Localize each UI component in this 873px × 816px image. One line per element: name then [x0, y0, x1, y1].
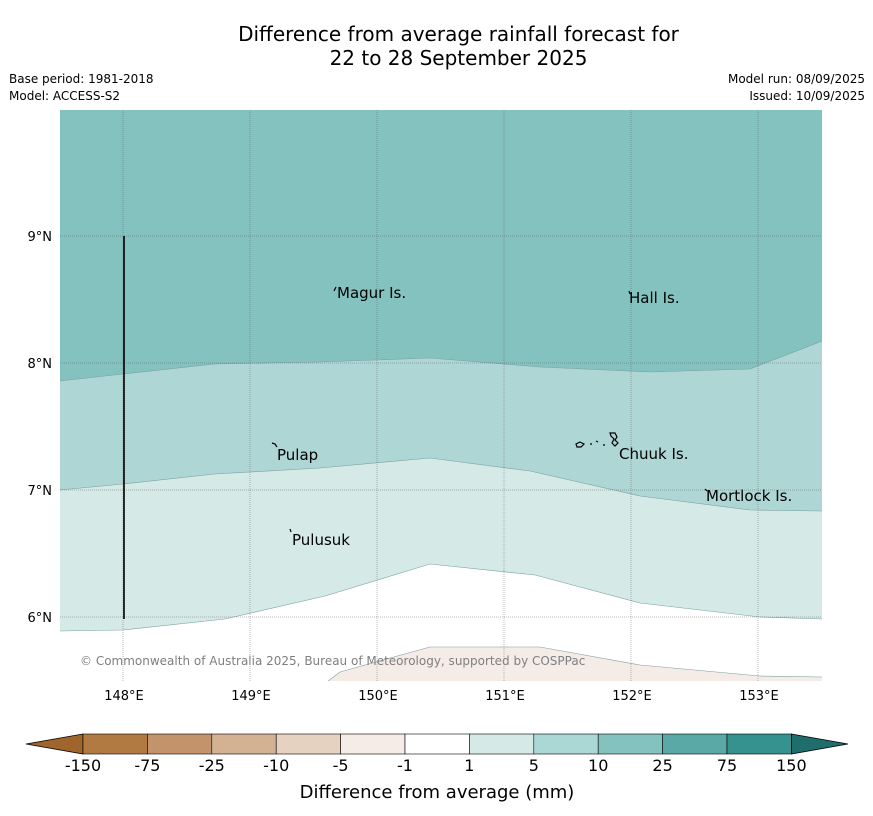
colorbar-swatch	[533, 733, 599, 755]
place-label-mortlock: Mortlock Is.	[706, 487, 792, 505]
lat-tick-7n: 7°N	[28, 484, 53, 499]
colorbar-swatch	[147, 733, 213, 755]
colorbar-swatch	[340, 733, 406, 755]
colorbar-tick-label: 150	[776, 756, 807, 775]
mortlock-island-shape	[704, 488, 708, 492]
colorbar-tick-label: -1	[397, 756, 413, 775]
island-outlines	[271, 286, 708, 533]
map-title: Difference from average rainfall forecas…	[0, 22, 873, 70]
lon-tick-150e: 150°E	[358, 689, 398, 704]
place-label-pulusuk: Pulusuk	[292, 531, 350, 549]
copyright-notice: © Commonwealth of Australia 2025, Bureau…	[80, 654, 585, 668]
chuuk-island-shape	[575, 432, 619, 448]
colorbar-tick-label: 25	[652, 756, 672, 775]
lat-tick-8n: 8°N	[28, 357, 53, 372]
colorbar-swatch	[275, 733, 341, 755]
graticule	[60, 110, 822, 681]
colorbar-tick-label: 5	[529, 756, 539, 775]
colorbar-tick-label: -5	[333, 756, 349, 775]
magur-island-shape	[333, 286, 337, 292]
lat-tick-9n: 9°N	[28, 230, 53, 245]
colorbar-tick-label: -10	[263, 756, 289, 775]
map-panel: Magur Is. Hall Is. Pulap Chuuk Is. Mortl…	[60, 110, 822, 681]
colorbar-tick-label: -150	[65, 756, 101, 775]
colorbar-extend-high	[791, 733, 849, 755]
pulap-island-shape	[271, 442, 278, 448]
colorbar-swatch	[469, 733, 535, 755]
colorbar-tick-label: 1	[464, 756, 474, 775]
place-label-magur: Magur Is.	[337, 284, 406, 302]
issued-date: Issued: 10/09/2025	[749, 89, 865, 103]
lon-tick-151e: 151°E	[485, 689, 525, 704]
model-run: Model run: 08/09/2025	[727, 72, 865, 86]
colorbar	[25, 733, 849, 755]
colorbar-tick-label: 75	[717, 756, 737, 775]
rain-zone-neutral	[60, 564, 822, 681]
lon-tick-149e: 149°E	[231, 689, 271, 704]
pulusuk-island-shape	[289, 528, 292, 533]
colorbar-title: Difference from average (mm)	[300, 782, 575, 803]
place-label-pulap: Pulap	[277, 446, 318, 464]
colorbar-swatch	[82, 733, 148, 755]
meta-right: Model run: 08/09/2025 Issued: 10/09/2025	[728, 71, 865, 105]
colorbar-swatch	[662, 733, 728, 755]
colorbar-tick-label: -25	[199, 756, 225, 775]
rain-zone-minus-1-5	[328, 647, 822, 681]
colorbar-swatch	[211, 733, 277, 755]
lat-tick-6n: 6°N	[28, 611, 53, 626]
lon-tick-153e: 153°E	[739, 689, 779, 704]
lon-tick-152e: 152°E	[612, 689, 652, 704]
place-label-chuuk: Chuuk Is.	[619, 445, 688, 463]
title-line-1: Difference from average rainfall forecas…	[238, 22, 679, 46]
meta-left: Base period: 1981-2018 Model: ACCESS-S2	[9, 71, 154, 105]
colorbar-swatch	[597, 733, 663, 755]
colorbar-extend-low	[25, 733, 84, 755]
base-period: Base period: 1981-2018	[9, 72, 154, 86]
lon-tick-148e: 148°E	[104, 689, 144, 704]
hall-island-shape	[628, 290, 631, 295]
colorbar-labels: -150 -75 -25 -10 -5 -1 1 5 10 25 75 150	[65, 756, 807, 775]
model-name: Model: ACCESS-S2	[9, 89, 121, 103]
colorbar-swatch	[726, 733, 792, 755]
contour-lines	[60, 340, 822, 681]
title-line-2: 22 to 28 September 2025	[329, 46, 588, 70]
colorbar-tick-label: -75	[134, 756, 160, 775]
colorbar-swatch	[404, 733, 470, 755]
colorbar-tick-label: 10	[588, 756, 608, 775]
place-label-hall: Hall Is.	[629, 289, 680, 307]
